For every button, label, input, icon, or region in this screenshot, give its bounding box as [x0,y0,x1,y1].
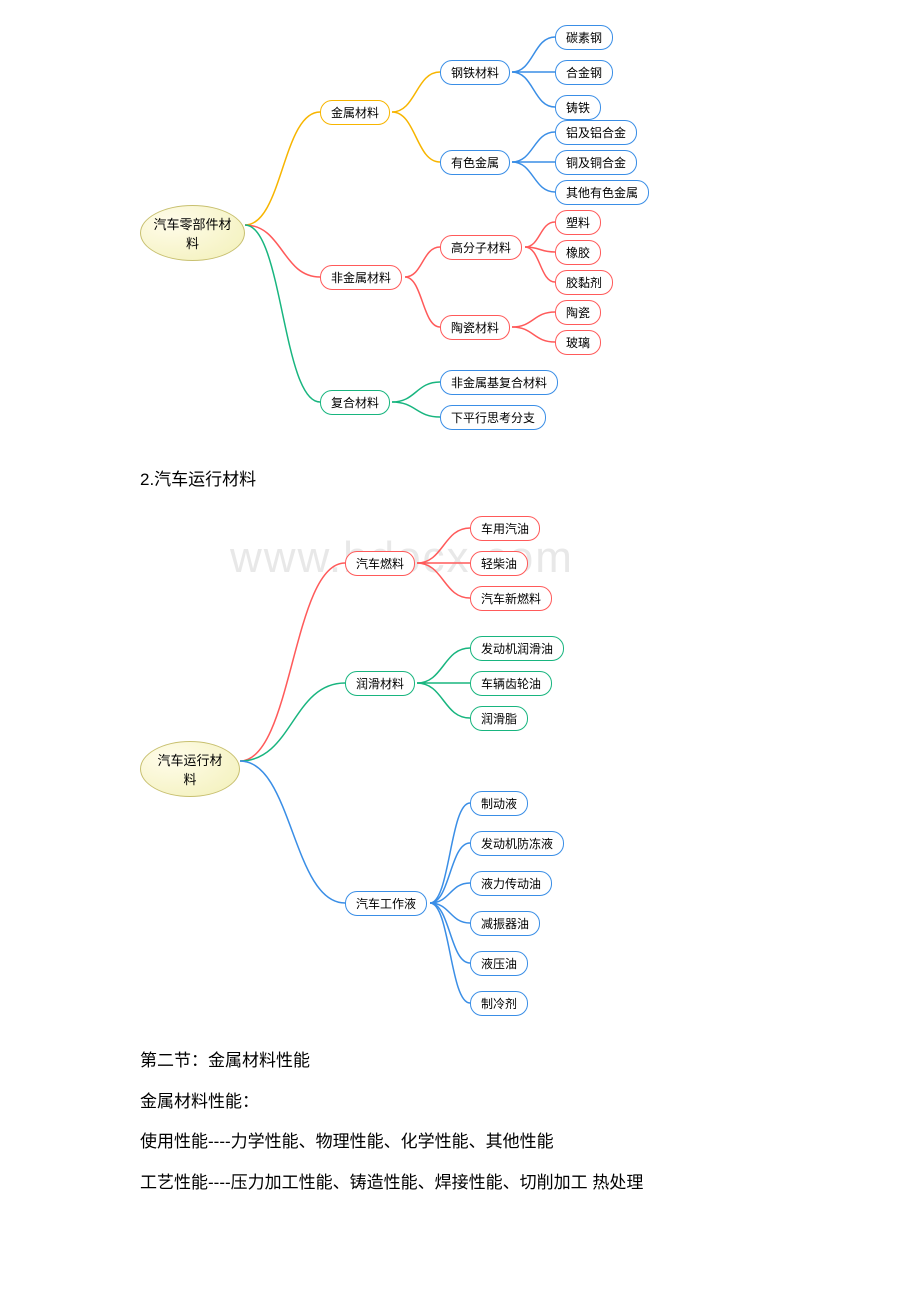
mindmap-node: 汽车工作液 [345,891,427,916]
mindmap-node: 非金属基复合材料 [440,370,558,395]
mindmap-node: 非金属材料 [320,265,402,290]
mindmap-node: 其他有色金属 [555,180,649,205]
auto-operating-materials-mindmap: www.bdocx.com 汽车运行材料汽车燃料车用汽油轻柴油汽车新燃料润滑材料… [140,511,920,1021]
process-properties: 工艺性能----压力加工性能、铸造性能、焊接性能、切削加工 热处理 [140,1163,920,1204]
mindmap-node: 玻璃 [555,330,601,355]
mindmap-node: 钢铁材料 [440,60,510,85]
mindmap-node: 铸铁 [555,95,601,120]
auto-parts-materials-mindmap: 汽车零部件材料 金属材料 钢铁材料 碳素钢合金钢铸铁有色金属 铝及铝合金铜及铜合金其他有… [140,20,920,450]
mindmap-node: 橡胶 [555,240,601,265]
mindmap-node: 碳素钢 [555,25,613,50]
mindmap-node: 铜及铜合金 [555,150,637,175]
mindmap-node: 塑料 [555,210,601,235]
mindmap-node: 液压油 [470,951,528,976]
mindmap-node: 轻柴油 [470,551,528,576]
mindmap-node: 车用汽油 [470,516,540,541]
mindmap-node: 高分子材料 [440,235,522,260]
mindmap-node: 发动机润滑油 [470,636,564,661]
mindmap-node: 陶瓷 [555,300,601,325]
mindmap-node: 减振器油 [470,911,540,936]
heading-operating-materials: 2.汽车运行材料 [140,460,920,501]
root-node: 汽车运行材料 [140,741,240,797]
root-node: 汽车零部件材料 [140,205,245,261]
mindmap-node: 制冷剂 [470,991,528,1016]
mindmap-node: 液力传动油 [470,871,552,896]
mindmap-node: 发动机防冻液 [470,831,564,856]
mindmap-node: 陶瓷材料 [440,315,510,340]
mindmap-node: 车辆齿轮油 [470,671,552,696]
mindmap-node: 有色金属 [440,150,510,175]
mindmap-node: 合金钢 [555,60,613,85]
mindmap-node: 汽车新燃料 [470,586,552,611]
mindmap-node: 铝及铝合金 [555,120,637,145]
mindmap-node: 下平行思考分支 [440,405,546,430]
mindmap-node: 润滑材料 [345,671,415,696]
metal-properties-heading: 金属材料性能： [140,1082,920,1123]
mindmap-node: 复合材料 [320,390,390,415]
mindmap-node: 制动液 [470,791,528,816]
usage-properties: 使用性能----力学性能、物理性能、化学性能、其他性能 [140,1122,920,1163]
section2-title: 第二节：金属材料性能 [140,1041,920,1082]
mindmap-node: 胶黏剂 [555,270,613,295]
mindmap-node: 润滑脂 [470,706,528,731]
mindmap-node: 汽车燃料 [345,551,415,576]
mindmap-node: 金属材料 [320,100,390,125]
